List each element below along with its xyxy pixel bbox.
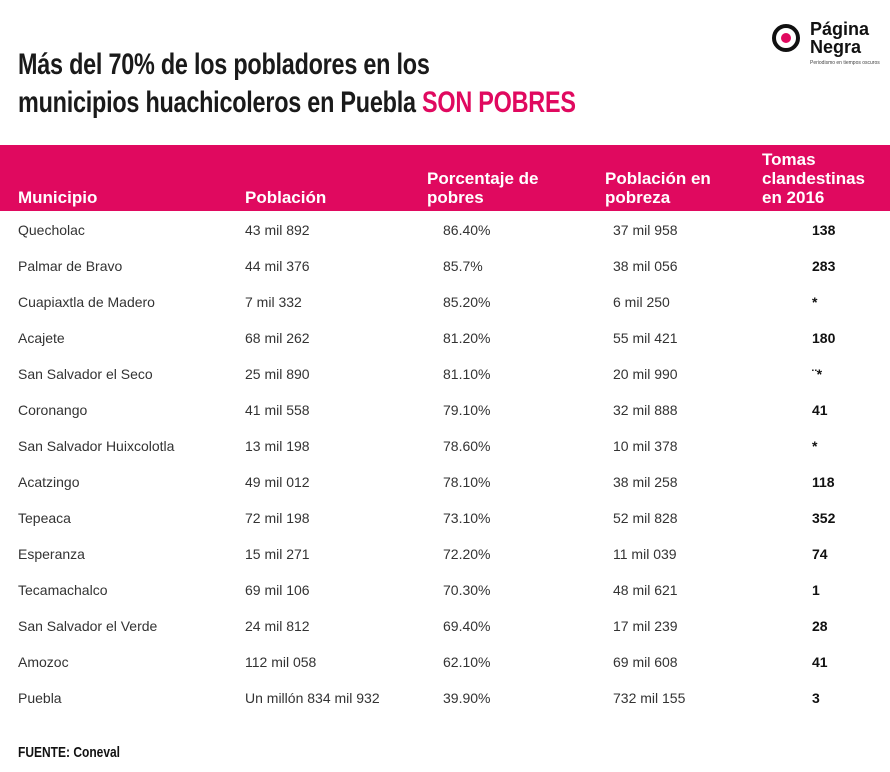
- table-cell: 732 mil 155: [613, 690, 686, 706]
- table-cell: 85.7%: [443, 258, 483, 274]
- table-cell: 24 mil 812: [245, 618, 310, 634]
- table-cell: 38 mil 056: [613, 258, 678, 274]
- table-cell: San Salvador el Verde: [18, 618, 158, 634]
- table-cell: 81.20%: [443, 330, 491, 346]
- table-cell: Un millón 834 mil 932: [245, 690, 380, 706]
- table-cell: 41 mil 558: [245, 402, 310, 418]
- table-cell: 32 mil 888: [613, 402, 678, 418]
- source: FUENTE: Coneval: [18, 744, 121, 761]
- table-cell: 39.90%: [443, 690, 491, 706]
- table-cell: *: [812, 438, 818, 454]
- table-cell: 10 mil 378: [613, 438, 678, 454]
- table-cell: 28: [812, 618, 828, 634]
- table-cell: ¨*: [812, 366, 823, 382]
- logo-name: Página Negra: [810, 19, 870, 57]
- table-cell: Esperanza: [18, 546, 85, 562]
- table-cell: Amozoc: [18, 654, 69, 670]
- table-cell: 43 mil 892: [245, 222, 310, 238]
- column-header: Porcentaje de pobres: [427, 169, 539, 207]
- table-cell: 1: [812, 582, 820, 598]
- table-cell: Quecholac: [18, 222, 85, 238]
- table-cell: 41: [812, 654, 828, 670]
- title-line: municipios huachicoleros en Puebla SON P…: [18, 84, 576, 122]
- table-cell: 112 mil 058: [245, 654, 317, 670]
- table-cell: 180: [812, 330, 836, 346]
- table-cell: 55 mil 421: [613, 330, 678, 346]
- title-line: Más del 70% de los pobladores en los: [18, 48, 430, 81]
- column-header: Municipio: [18, 188, 98, 207]
- table-cell: 69 mil 608: [613, 654, 678, 670]
- logo-tagline: Periodismo en tiempos oscuros: [810, 60, 880, 66]
- column-header: Población en pobreza: [605, 169, 711, 207]
- table-cell: 118: [812, 474, 835, 490]
- table-cell: 352: [812, 510, 836, 526]
- table-cell: 72.20%: [443, 546, 491, 562]
- table-cell: San Salvador Huixcolotla: [18, 438, 175, 454]
- table-cell: 74: [812, 546, 828, 562]
- table-cell: Palmar de Bravo: [18, 258, 123, 274]
- table-cell: 48 mil 621: [613, 582, 678, 598]
- table-cell: 13 mil 198: [245, 438, 310, 454]
- table-cell: 69 mil 106: [245, 582, 310, 598]
- table-cell: 69.40%: [443, 618, 491, 634]
- table-cell: 79.10%: [443, 402, 491, 418]
- table-cell: 37 mil 958: [613, 222, 678, 238]
- table-cell: Cuapiaxtla de Madero: [18, 294, 155, 310]
- column-header: Tomas clandestinas en 2016: [762, 150, 865, 207]
- table-cell: Tepeaca: [18, 510, 71, 526]
- table-cell: 38 mil 258: [613, 474, 678, 490]
- table-cell: 138: [812, 222, 836, 238]
- logo-icon: [772, 24, 800, 52]
- table-cell: 73.10%: [443, 510, 491, 526]
- table-cell: 86.40%: [443, 222, 491, 238]
- table-cell: 78.10%: [443, 474, 491, 490]
- table-cell: 7 mil 332: [245, 294, 302, 310]
- title: Más del 70% de los pobladores en los mun…: [18, 46, 576, 122]
- table-cell: 3: [812, 690, 820, 706]
- table-cell: 44 mil 376: [245, 258, 310, 274]
- table-cell: 85.20%: [443, 294, 491, 310]
- table-cell: 15 mil 271: [245, 546, 310, 562]
- table-cell: 41: [812, 402, 828, 418]
- logo: Página Negra Periodismo en tiempos oscur…: [772, 20, 882, 70]
- table-cell: 25 mil 890: [245, 366, 310, 382]
- table-cell: 70.30%: [443, 582, 491, 598]
- table-cell: San Salvador el Seco: [18, 366, 153, 382]
- table-cell: 52 mil 828: [613, 510, 678, 526]
- table-cell: Puebla: [18, 690, 62, 706]
- table-cell: 78.60%: [443, 438, 491, 454]
- header-band: [0, 145, 890, 211]
- table-cell: 283: [812, 258, 836, 274]
- table-cell: 62.10%: [443, 654, 491, 670]
- table-cell: 6 mil 250: [613, 294, 670, 310]
- table-cell: 49 mil 012: [245, 474, 310, 490]
- table-cell: Acajete: [18, 330, 65, 346]
- title-text: municipios huachicoleros en Puebla: [18, 86, 416, 119]
- table-cell: Coronango: [18, 402, 88, 418]
- table-cell: 81.10%: [443, 366, 491, 382]
- table-cell: 11 mil 039: [613, 546, 677, 562]
- table-cell: 72 mil 198: [245, 510, 310, 526]
- column-header: Población: [245, 188, 327, 207]
- table-cell: 68 mil 262: [245, 330, 310, 346]
- table-cell: Acatzingo: [18, 474, 80, 490]
- table-cell: 20 mil 990: [613, 366, 678, 382]
- table-cell: 17 mil 239: [613, 618, 678, 634]
- table-cell: Tecamachalco: [18, 582, 108, 598]
- title-highlight: SON POBRES: [422, 86, 576, 119]
- table-cell: *: [812, 294, 818, 310]
